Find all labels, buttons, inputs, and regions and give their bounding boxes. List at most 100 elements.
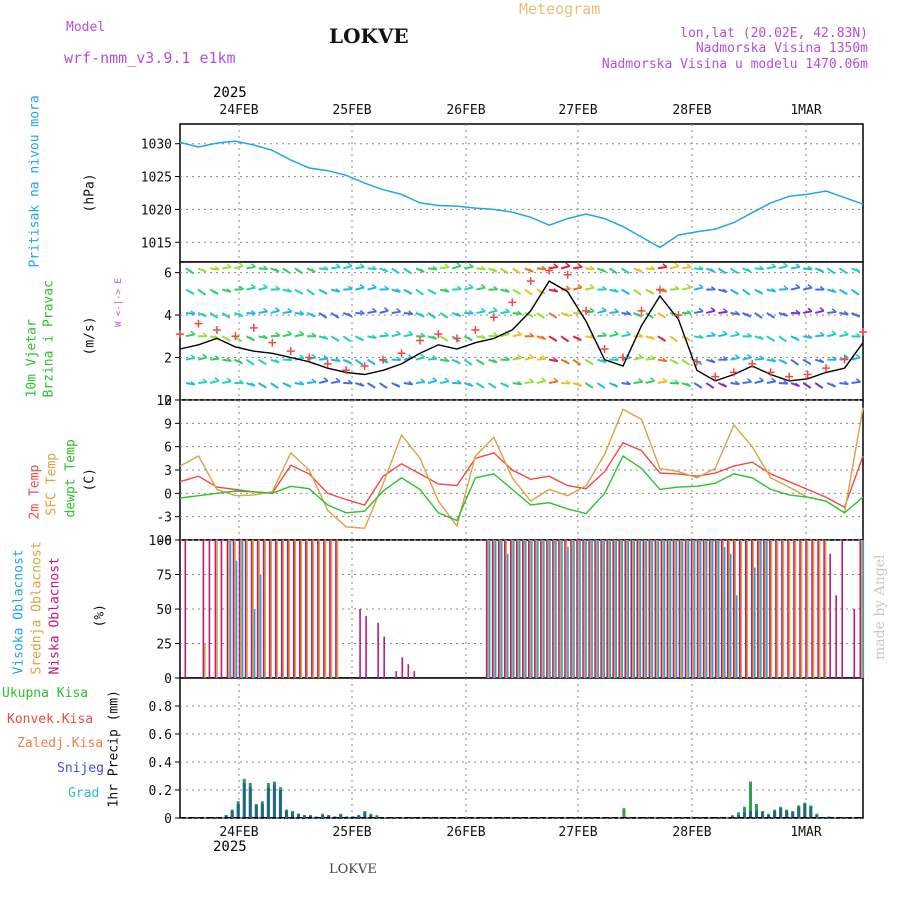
- wind-arrow-head: [190, 310, 196, 315]
- mid_cloud-bar: [336, 540, 339, 678]
- mid_cloud-bar: [680, 540, 682, 678]
- wind-arrow-head: [757, 314, 763, 319]
- wind-gust-marker: [434, 330, 443, 339]
- ytick-label: 3: [164, 464, 172, 479]
- wind-arrow-head: [287, 288, 292, 293]
- wind-arrow: [343, 265, 353, 270]
- ytick-label: 0: [164, 394, 172, 409]
- wind-arrow-head: [261, 360, 267, 366]
- low_cloud-bar: [503, 540, 506, 678]
- low_cloud-bar: [636, 540, 639, 678]
- wind-arrow: [669, 265, 679, 270]
- high_cloud-bar: [627, 540, 630, 678]
- wind-arrow-head: [396, 308, 402, 313]
- wind-arrow-head: [746, 268, 752, 273]
- wind-arrow-head: [347, 379, 353, 384]
- wind-arrow-head: [444, 357, 450, 362]
- wind-arrow-head: [468, 283, 474, 289]
- wind-arrow-head: [322, 314, 328, 319]
- altitude-label: Nadmorska Visina 1350m: [695, 41, 868, 56]
- wind-arrow-head: [480, 265, 486, 270]
- wind-arrow-head: [346, 359, 352, 365]
- wind-arrow-head: [479, 384, 485, 389]
- mid_cloud-bar: [613, 540, 616, 678]
- wind-arrow: [633, 380, 643, 385]
- wind-arrow-head: [781, 337, 787, 343]
- mid_cloud-bar: [318, 540, 321, 678]
- wind-arrow-head: [529, 353, 534, 358]
- wind-arrow-head: [467, 361, 473, 366]
- high_cloud-bar: [729, 553, 732, 678]
- mid_cloud-bar: [776, 540, 779, 678]
- ytick-label: 6: [164, 267, 172, 282]
- wind-arrow: [802, 267, 813, 271]
- wind-arrow: [355, 311, 365, 315]
- wind-arrow-head: [226, 357, 232, 362]
- precip-snow-bar: [321, 815, 325, 818]
- wind-arrow: [282, 310, 292, 314]
- wind-arrow: [585, 286, 595, 291]
- precip-snow-bar: [797, 806, 801, 818]
- altitude-model-label: Nadmorska Visina u modelu 1470.06m: [601, 57, 868, 72]
- wind-arrow-head: [517, 310, 523, 315]
- wind-arrow: [815, 334, 825, 338]
- wind-arrow: [790, 286, 800, 291]
- high_cloud-bar: [754, 567, 756, 678]
- grad-label: Grad: [68, 786, 100, 801]
- low_cloud-bar: [612, 540, 615, 678]
- panel-frame-0: [179, 123, 864, 263]
- wind-arrow-head: [420, 378, 426, 383]
- low_cloud-bar: [377, 622, 379, 678]
- wind-arrow-head: [431, 290, 437, 295]
- wind-arrow-head: [201, 291, 206, 296]
- wind-arrow-head: [311, 332, 317, 337]
- wind-arrow: [790, 266, 801, 270]
- wind-arrow: [730, 333, 740, 338]
- snijeg-label: Snijeg: [57, 761, 104, 776]
- wind-arrow-head: [589, 307, 595, 312]
- low_cloud-bar: [214, 540, 217, 678]
- low_cloud-bar: [540, 540, 542, 678]
- wind-arrow-head: [854, 291, 860, 296]
- low_cloud-bar: [383, 636, 385, 678]
- wind-arrow-head: [274, 359, 280, 364]
- wind-arrow-head: [456, 312, 462, 317]
- wind-arrow-head: [262, 283, 268, 289]
- wind-arrow-head: [710, 331, 716, 336]
- wind-arrow-head: [806, 360, 812, 365]
- wind-arrow-head: [614, 356, 619, 361]
- wind-arrow-head: [480, 307, 486, 312]
- low_cloud-bar: [720, 540, 723, 678]
- wind-arrow-head: [612, 269, 618, 274]
- wind-gust-marker: [489, 313, 498, 322]
- wind-gust-marker: [692, 357, 701, 366]
- precip-snow-bar: [327, 815, 331, 818]
- wind-arrow-head: [201, 268, 207, 273]
- wind-gust-marker: [563, 270, 572, 279]
- wind-arrow-head: [335, 263, 341, 268]
- ytick-label: 1030: [141, 138, 172, 153]
- wind-arrow-head: [262, 334, 268, 339]
- high_cloud-bar: [488, 540, 491, 678]
- wind-arrow-head: [237, 337, 243, 343]
- wind-arrow: [500, 310, 510, 314]
- mid_cloud-bar: [330, 540, 333, 678]
- mid_cloud-bar: [704, 540, 706, 678]
- wind-arrow: [766, 380, 776, 384]
- precip-total-bar: [749, 781, 753, 818]
- mid_cloud-bar: [523, 540, 526, 678]
- wind-arrow-head: [250, 283, 256, 289]
- wind-arrow: [572, 286, 583, 291]
- wind-gust-marker: [176, 330, 184, 339]
- day-label-bottom: 1MAR: [790, 825, 821, 840]
- wind-arrow-head: [274, 307, 280, 312]
- mid_cloud-bar: [300, 540, 303, 678]
- wind-arrow-head: [275, 285, 281, 290]
- mid_cloud-bar: [571, 540, 574, 678]
- high_cloud-bar: [579, 540, 581, 678]
- wind-arrow-head: [649, 290, 655, 295]
- low_cloud-bar: [262, 540, 265, 678]
- low_cloud-bar: [757, 540, 759, 678]
- low_cloud-bar: [365, 615, 367, 678]
- wind-arrow-head: [758, 290, 764, 295]
